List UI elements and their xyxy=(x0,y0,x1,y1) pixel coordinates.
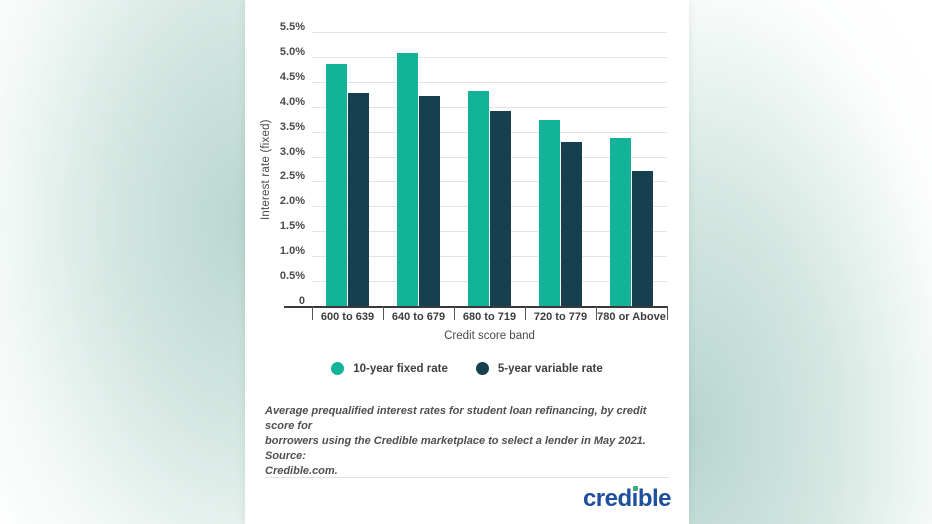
chart-legend: 10-year fixed rate 5-year variable rate xyxy=(245,362,689,375)
bar-10-year-fixed-rate xyxy=(397,52,418,307)
legend-item: 5-year variable rate xyxy=(475,362,603,375)
chart-caption: Average prequalified interest rates for … xyxy=(265,404,673,479)
gridline xyxy=(312,131,667,133)
bar-5-year-variable-rate xyxy=(419,95,440,307)
x-axis-line xyxy=(284,306,668,308)
bar-5-year-variable-rate xyxy=(490,110,511,307)
x-category-label: 640 to 679 xyxy=(391,311,446,323)
gridline xyxy=(312,32,667,33)
chart-card: Interest rate (fixed) 0 0.5% 1.0% 1.5% 2.0% 2… xyxy=(245,0,689,524)
logo-text-pre: cred xyxy=(582,485,632,512)
gridline xyxy=(312,156,667,158)
x-axis-tick xyxy=(383,306,384,320)
x-axis-tick xyxy=(596,306,597,320)
logo-i-dot-icon xyxy=(632,486,638,491)
y-tick-label: 5.0% xyxy=(279,45,305,58)
y-tick-label: 3.5% xyxy=(279,120,305,133)
legend-label: 5-year variable rate xyxy=(497,362,603,375)
background-gradient-left xyxy=(0,0,245,524)
x-category-label: 720 to 779 xyxy=(533,311,588,323)
x-axis-category-labels: 600 to 639 640 to 679 680 to 719 720 to 779… xyxy=(312,311,667,326)
bar-5-year-variable-rate xyxy=(632,170,653,307)
bar-10-year-fixed-rate xyxy=(326,63,347,307)
bar-group-640-to-679 xyxy=(383,33,454,307)
credible-logo: cred ıble xyxy=(582,485,672,513)
caption-line: Average prequalified interest rates for … xyxy=(265,405,647,432)
legend-label: 10-year fixed rate xyxy=(353,362,448,375)
y-tick-label: 2.0% xyxy=(279,195,305,208)
y-tick-label: 5.5% xyxy=(279,21,305,33)
y-tick-label: 1.5% xyxy=(279,220,305,233)
logo-text-post: ble xyxy=(637,485,672,512)
bar-group-680-to-719 xyxy=(454,33,525,307)
gridline xyxy=(312,206,667,208)
logo-letter-i: ı xyxy=(631,485,639,513)
y-tick-label: 0.5% xyxy=(279,270,305,283)
logo-i-stem: ı xyxy=(631,485,639,512)
y-tick-label: 3.0% xyxy=(279,145,305,158)
gridline xyxy=(312,281,667,283)
x-category-label: 680 to 719 xyxy=(462,311,517,323)
caption-line: Credible.com. xyxy=(265,465,338,477)
bar-chart: Interest rate (fixed) 0 0.5% 1.0% 1.5% 2.0% 2… xyxy=(245,0,689,350)
bar-10-year-fixed-rate xyxy=(468,91,489,307)
legend-item: 10-year fixed rate xyxy=(331,362,448,375)
legend-dot-icon xyxy=(475,362,489,375)
y-tick-label: 0 xyxy=(298,295,305,307)
bar-10-year-fixed-rate xyxy=(539,120,560,307)
gridline xyxy=(312,231,667,233)
footer-divider xyxy=(265,477,669,478)
bar-5-year-variable-rate xyxy=(348,92,369,307)
x-axis-title: Credit score band xyxy=(444,330,535,342)
y-axis-tick-labels: 0 0.5% 1.0% 1.5% 2.0% 2.5% 3.0% 3.5% 4.0% 4.5% 5.0… xyxy=(245,21,305,307)
x-axis-tick xyxy=(525,306,526,320)
y-tick-label: 2.5% xyxy=(279,170,305,183)
bar-10-year-fixed-rate xyxy=(610,137,631,307)
bar-group-780-or-above xyxy=(596,33,667,307)
plot-area xyxy=(312,32,667,307)
gridline xyxy=(312,81,667,83)
bar-group-720-to-779 xyxy=(525,33,596,307)
gridline xyxy=(312,56,667,58)
x-axis-tick xyxy=(454,306,455,320)
gridline xyxy=(312,181,667,183)
y-tick-label: 4.0% xyxy=(279,95,305,108)
y-tick-label: 4.5% xyxy=(279,70,305,83)
x-category-label: 600 to 639 xyxy=(320,311,375,323)
gridline xyxy=(312,106,667,108)
background-gradient-right xyxy=(689,0,932,524)
x-axis-tick xyxy=(667,306,668,320)
x-category-label: 780 or Above xyxy=(597,311,666,323)
gridline xyxy=(312,256,667,258)
x-axis-tick xyxy=(312,306,313,320)
legend-dot-icon xyxy=(331,362,345,375)
bar-group-600-to-639 xyxy=(312,33,383,307)
bar-5-year-variable-rate xyxy=(561,142,582,307)
y-tick-label: 1.0% xyxy=(279,245,305,258)
caption-line: borrowers using the Credible marketplace… xyxy=(265,435,646,462)
